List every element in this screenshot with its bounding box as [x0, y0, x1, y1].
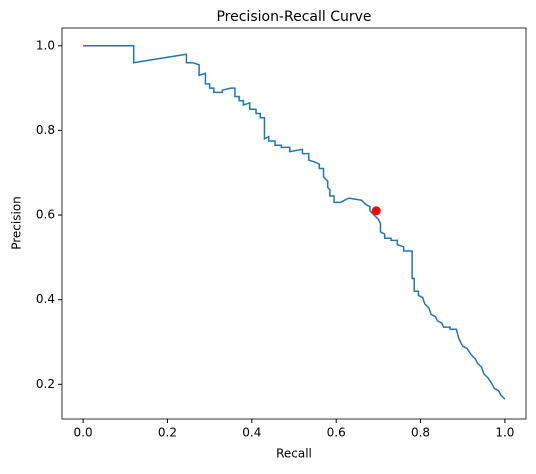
y-tick-label: 0.6	[36, 208, 55, 222]
x-axis-label: Recall	[276, 447, 312, 461]
x-tick-label: 1.0	[495, 426, 514, 440]
x-tick-label: 0.0	[74, 426, 93, 440]
y-tick-label: 0.8	[36, 123, 55, 137]
plot-frame	[61, 27, 527, 420]
chart-title: Precision-Recall Curve	[216, 9, 371, 25]
x-tick-label: 0.6	[327, 426, 346, 440]
y-tick-label: 1.0	[36, 38, 55, 52]
point	[371, 206, 381, 216]
x-tick-label: 0.8	[411, 426, 430, 440]
x-tick-label: 0.2	[158, 426, 177, 440]
y-tick-label: 0.4	[36, 292, 55, 306]
pr-curve	[83, 45, 506, 400]
y-axis-label: Precision	[10, 196, 24, 250]
y-tick-label: 0.2	[36, 377, 55, 391]
x-tick-label: 0.4	[242, 426, 261, 440]
